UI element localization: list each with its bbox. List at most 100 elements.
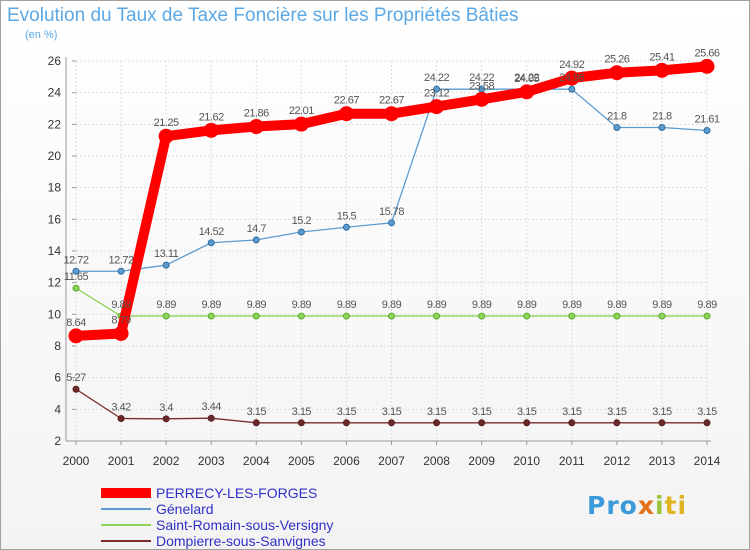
data-point: [113, 325, 129, 341]
data-label: 21.62: [199, 111, 224, 123]
data-point: [158, 128, 174, 144]
data-point: [293, 116, 309, 132]
data-point: [564, 70, 580, 86]
x-tick-label: 2000: [63, 454, 90, 468]
data-label: 15.2: [292, 215, 312, 227]
data-label: 21.8: [607, 111, 627, 123]
data-label: 3.15: [247, 406, 267, 418]
data-label: 3.15: [292, 406, 312, 418]
y-tick-label: 2: [54, 434, 61, 448]
data-point: [519, 84, 535, 100]
data-label: 23.58: [469, 80, 494, 92]
data-label: 3.15: [337, 406, 357, 418]
data-point: [568, 85, 576, 93]
data-label: 9.89: [562, 299, 582, 311]
data-label: 11.65: [64, 271, 89, 283]
data-label: 3.15: [607, 406, 627, 418]
y-tick-label: 8: [54, 339, 61, 353]
data-point: [474, 91, 490, 107]
data-point: [658, 312, 666, 320]
y-tick-label: 26: [48, 54, 62, 68]
data-label: 3.15: [517, 406, 537, 418]
y-tick-label: 4: [54, 402, 61, 416]
data-point: [388, 219, 395, 227]
data-point: [342, 312, 350, 320]
data-label: 25.41: [649, 51, 674, 63]
data-label: 15.5: [337, 210, 357, 222]
legend-label: Saint-Romain-sous-Versigny: [156, 517, 334, 533]
data-label: 24.22: [469, 72, 494, 84]
data-labels: 8.64 8.79 21.25 21.62 21.86 22.01 22.67 22.67 23…: [63, 47, 720, 418]
data-point: [162, 312, 170, 320]
data-point: [162, 261, 170, 269]
data-point: [703, 312, 711, 320]
data-point: [72, 284, 80, 292]
legend-swatch: [101, 524, 151, 526]
series-group: [68, 58, 715, 427]
data-label: 3.15: [697, 406, 717, 418]
data-label: 21.86: [244, 108, 269, 120]
data-point: [68, 328, 84, 344]
x-tick-label: 2009: [468, 454, 495, 468]
logo-part: Pro: [587, 491, 638, 520]
data-point: [252, 419, 260, 427]
data-label: 9.89: [427, 299, 447, 311]
data-label: 15.78: [379, 206, 404, 218]
data-point: [613, 124, 621, 131]
logo-part: i: [654, 491, 665, 520]
data-point: [117, 415, 125, 423]
y-tick-label: 24: [48, 86, 62, 100]
data-label: 22.01: [289, 105, 314, 117]
data-label: 24.05: [514, 73, 539, 85]
legend-label: Génelard: [156, 501, 214, 517]
data-label: 14.52: [199, 226, 224, 238]
data-point: [207, 312, 215, 320]
proxiti-logo: Proxiti: [587, 491, 687, 520]
data-label: 21.61: [694, 114, 719, 126]
data-label: 13.11: [154, 248, 179, 260]
data-point: [654, 62, 670, 78]
legend-swatch: [101, 488, 151, 498]
data-point: [388, 312, 395, 320]
data-point: [609, 65, 625, 81]
data-point: [613, 312, 621, 320]
data-point: [117, 267, 125, 275]
data-label: 3.15: [472, 406, 492, 418]
y-tick-label: 14: [48, 244, 62, 258]
y-tick-label: 16: [48, 212, 62, 226]
data-label: 3.15: [382, 406, 402, 418]
data-point: [207, 239, 215, 247]
data-label: 9.89: [337, 299, 357, 311]
data-label: 9.89: [247, 299, 267, 311]
data-label: 3.44: [202, 401, 222, 413]
data-point: [203, 122, 219, 138]
data-point: [703, 127, 711, 135]
chart-title: Evolution du Taux de Taxe Foncière sur l…: [7, 5, 519, 26]
data-point: [433, 312, 441, 320]
y-tick-label: 22: [48, 117, 62, 131]
data-label: 8.79: [111, 314, 131, 326]
data-label: 9.89: [697, 299, 717, 311]
x-tick-label: 2002: [153, 454, 180, 468]
data-point: [207, 414, 215, 422]
data-point: [248, 119, 264, 135]
data-point: [523, 312, 531, 320]
data-label: 9.89: [111, 299, 131, 311]
data-point: [338, 106, 354, 122]
data-label: 8.64: [66, 317, 86, 329]
data-label: 21.8: [652, 111, 672, 123]
y-tick-label: 12: [48, 276, 62, 290]
data-label: 9.89: [292, 299, 312, 311]
data-label: 24.22: [424, 72, 449, 84]
x-tick-label: 2007: [378, 454, 405, 468]
x-tick-label: 2005: [288, 454, 315, 468]
y-tick-label: 20: [48, 149, 62, 163]
x-tick-label: 2010: [513, 454, 540, 468]
y-axis-unit-label: (en %): [25, 29, 58, 41]
y-tick-label: 6: [54, 371, 61, 385]
x-tick-label: 2012: [604, 454, 631, 468]
data-label: 24.96: [559, 72, 584, 84]
data-label: 5.27: [66, 372, 86, 384]
